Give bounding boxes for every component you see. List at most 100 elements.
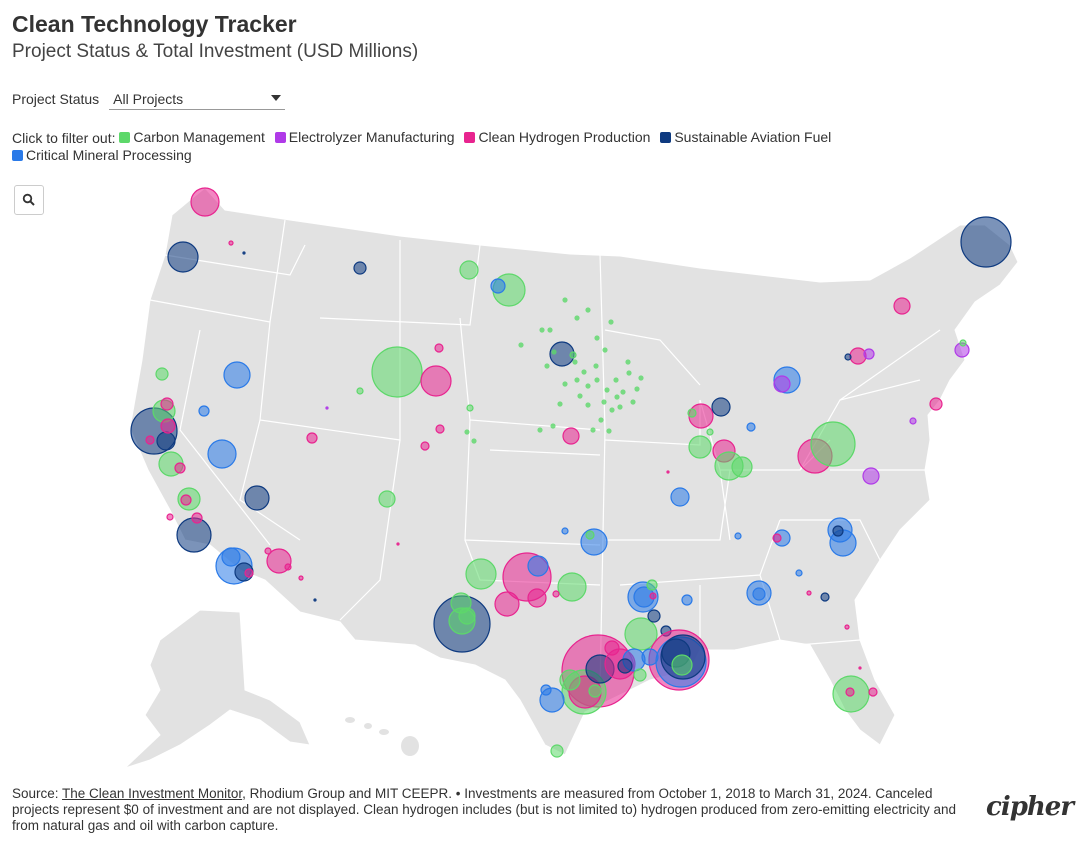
project-bubble[interactable]: [464, 429, 470, 435]
project-bubble[interactable]: [609, 407, 615, 413]
project-bubble[interactable]: [594, 335, 600, 341]
project-bubble[interactable]: [734, 532, 742, 540]
project-bubble[interactable]: [844, 353, 852, 361]
project-bubble[interactable]: [858, 666, 862, 670]
project-bubble[interactable]: [466, 404, 474, 412]
project-bubble[interactable]: [617, 658, 633, 674]
project-bubble[interactable]: [832, 525, 844, 537]
project-bubble[interactable]: [298, 575, 304, 581]
project-bubble[interactable]: [773, 375, 791, 393]
project-bubble[interactable]: [614, 394, 620, 400]
legend-item-sustainable-aviation-fuel[interactable]: Sustainable Aviation Fuel: [660, 129, 831, 146]
project-bubble[interactable]: [585, 307, 591, 313]
project-bubble[interactable]: [625, 359, 631, 365]
project-bubble[interactable]: [547, 327, 553, 333]
project-bubble[interactable]: [450, 592, 472, 614]
project-bubble[interactable]: [849, 347, 867, 365]
project-bubble[interactable]: [242, 251, 246, 255]
project-bubble[interactable]: [435, 424, 445, 434]
project-bubble[interactable]: [180, 494, 192, 506]
project-bubble[interactable]: [634, 386, 640, 392]
project-bubble[interactable]: [959, 339, 967, 347]
project-bubble[interactable]: [649, 592, 657, 600]
project-bubble[interactable]: [647, 609, 661, 623]
project-bubble[interactable]: [569, 351, 577, 359]
project-bubble[interactable]: [160, 418, 176, 434]
project-bubble[interactable]: [559, 669, 581, 691]
project-bubble[interactable]: [604, 640, 620, 656]
project-bubble[interactable]: [284, 563, 292, 571]
project-bubble[interactable]: [494, 591, 520, 617]
project-bubble[interactable]: [527, 588, 547, 608]
project-bubble[interactable]: [420, 441, 430, 451]
project-bubble[interactable]: [561, 527, 569, 535]
project-bubble[interactable]: [620, 389, 626, 395]
project-bubble[interactable]: [593, 363, 599, 369]
project-bubble[interactable]: [244, 485, 270, 511]
project-bubble[interactable]: [772, 533, 782, 543]
project-bubble[interactable]: [862, 467, 880, 485]
project-bubble[interactable]: [909, 417, 917, 425]
project-bubble[interactable]: [608, 319, 614, 325]
legend-item-critical-mineral-processing[interactable]: Critical Mineral Processing: [12, 147, 192, 164]
project-bubble[interactable]: [633, 668, 647, 682]
project-bubble[interactable]: [602, 347, 608, 353]
project-bubble[interactable]: [711, 397, 731, 417]
project-bubble[interactable]: [145, 435, 155, 445]
project-bubble[interactable]: [581, 369, 587, 375]
project-bubble[interactable]: [706, 428, 714, 436]
project-bubble[interactable]: [371, 346, 423, 398]
project-bubble[interactable]: [641, 648, 659, 666]
project-status-select[interactable]: All Projects: [109, 88, 286, 110]
project-bubble[interactable]: [638, 375, 644, 381]
project-bubble[interactable]: [166, 513, 174, 521]
project-bubble[interactable]: [617, 404, 623, 410]
project-bubble[interactable]: [160, 397, 174, 411]
project-bubble[interactable]: [863, 348, 875, 360]
project-bubble[interactable]: [844, 624, 850, 630]
project-bubble[interactable]: [646, 579, 658, 591]
project-bubble[interactable]: [228, 240, 234, 246]
project-bubble[interactable]: [562, 297, 568, 303]
project-bubble[interactable]: [594, 377, 600, 383]
project-bubble[interactable]: [552, 590, 560, 598]
project-bubble[interactable]: [606, 428, 612, 434]
project-bubble[interactable]: [551, 349, 557, 355]
project-bubble[interactable]: [223, 361, 251, 389]
project-bubble[interactable]: [221, 547, 241, 567]
project-bubble[interactable]: [746, 422, 756, 432]
project-bubble[interactable]: [671, 654, 693, 676]
project-bubble[interactable]: [929, 397, 943, 411]
project-bubble[interactable]: [550, 423, 556, 429]
project-bubble[interactable]: [471, 438, 477, 444]
project-bubble[interactable]: [176, 517, 212, 553]
project-bubble[interactable]: [378, 490, 396, 508]
project-bubble[interactable]: [590, 427, 596, 433]
project-bubble[interactable]: [666, 470, 670, 474]
project-bubble[interactable]: [518, 342, 524, 348]
project-bubble[interactable]: [820, 592, 830, 602]
project-bubble[interactable]: [207, 439, 237, 469]
project-bubble[interactable]: [893, 297, 911, 315]
project-bubble[interactable]: [687, 408, 697, 418]
project-bubble[interactable]: [544, 363, 550, 369]
project-bubble[interactable]: [868, 687, 878, 697]
project-bubble[interactable]: [550, 744, 564, 758]
project-bubble[interactable]: [681, 594, 693, 606]
project-bubble[interactable]: [539, 327, 545, 333]
source-link[interactable]: The Clean Investment Monitor: [62, 786, 243, 801]
project-bubble[interactable]: [688, 435, 712, 459]
project-bubble[interactable]: [540, 684, 552, 696]
project-bubble[interactable]: [574, 315, 580, 321]
project-bubble[interactable]: [313, 598, 317, 602]
project-bubble[interactable]: [960, 216, 1012, 268]
project-bubble[interactable]: [459, 260, 479, 280]
project-bubble[interactable]: [598, 417, 604, 423]
project-bubble[interactable]: [264, 547, 272, 555]
project-bubble[interactable]: [191, 512, 203, 524]
project-bubble[interactable]: [306, 432, 318, 444]
project-bubble[interactable]: [527, 555, 549, 577]
project-bubble[interactable]: [585, 383, 591, 389]
project-bubble[interactable]: [190, 187, 220, 217]
project-bubble[interactable]: [156, 431, 176, 451]
